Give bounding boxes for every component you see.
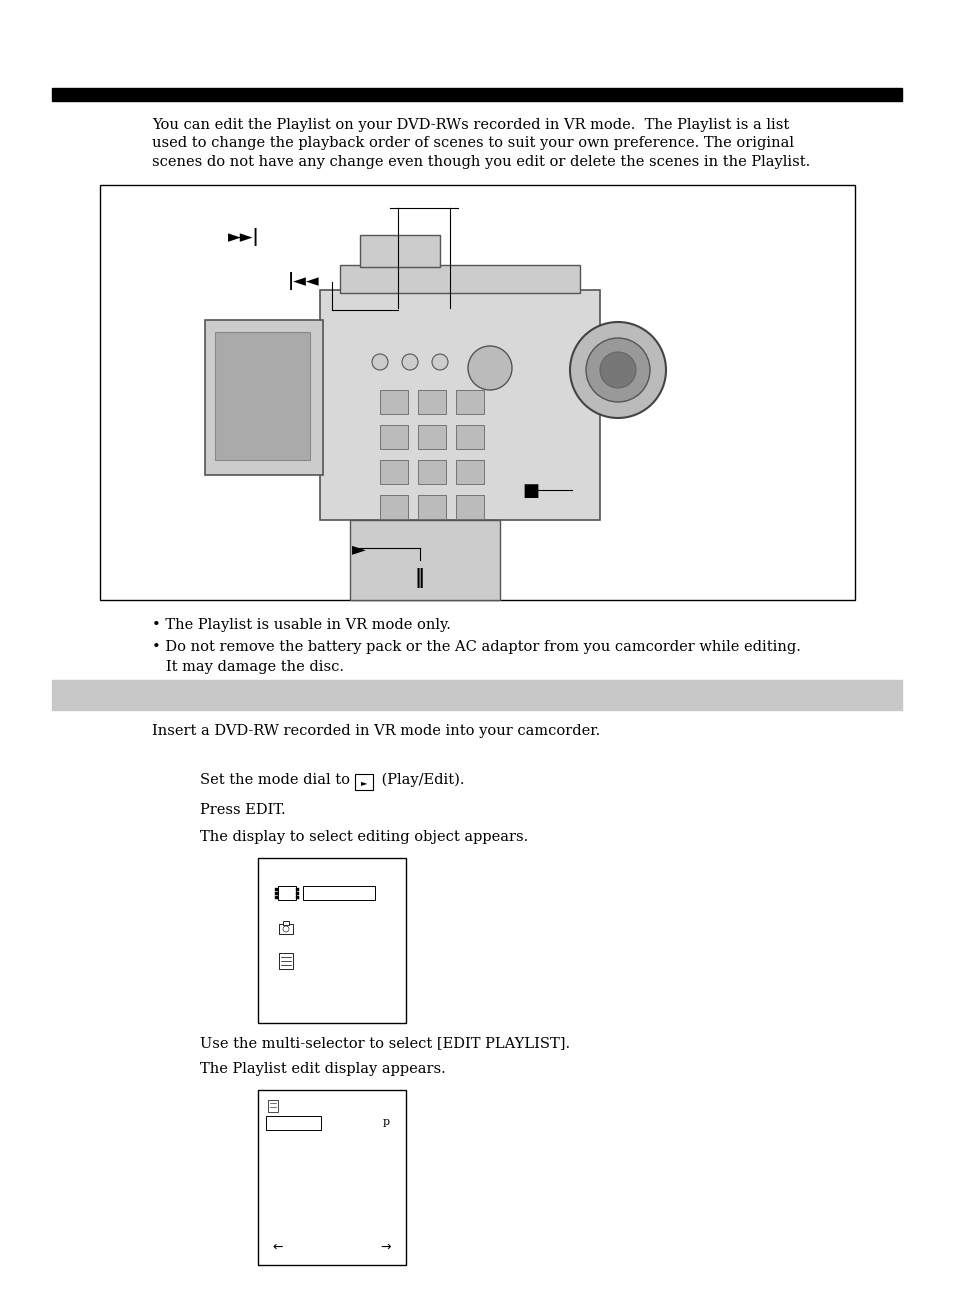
Circle shape: [599, 352, 636, 388]
Circle shape: [372, 355, 388, 370]
Text: The Playlist edit display appears.: The Playlist edit display appears.: [200, 1063, 445, 1076]
Text: ‖: ‖: [415, 568, 424, 588]
Circle shape: [569, 322, 665, 418]
Bar: [303, 886, 375, 900]
Bar: [379, 390, 408, 414]
Text: Set the mode dial to: Set the mode dial to: [200, 773, 350, 787]
Bar: [283, 921, 289, 925]
Bar: [257, 1090, 406, 1265]
Circle shape: [283, 926, 289, 931]
Bar: [359, 235, 439, 268]
Bar: [278, 953, 293, 969]
Bar: [355, 774, 373, 790]
Bar: [100, 184, 854, 600]
Circle shape: [585, 338, 649, 401]
Bar: [456, 495, 483, 520]
Bar: [268, 1100, 277, 1112]
Text: • Do not remove the battery pack or the AC adaptor from you camcorder while edit: • Do not remove the battery pack or the …: [152, 640, 800, 673]
Bar: [456, 425, 483, 449]
Bar: [214, 333, 310, 460]
Text: ■: ■: [521, 482, 538, 500]
Bar: [205, 320, 323, 475]
Bar: [295, 889, 298, 891]
Circle shape: [468, 346, 512, 390]
Bar: [379, 495, 408, 520]
Bar: [319, 290, 599, 520]
Bar: [417, 495, 446, 520]
Bar: [274, 896, 277, 899]
Bar: [52, 679, 901, 711]
Bar: [295, 892, 298, 895]
Text: You can edit the Playlist on your DVD-RWs recorded in VR mode.  The Playlist is : You can edit the Playlist on your DVD-RW…: [152, 118, 809, 169]
Bar: [52, 88, 901, 101]
Bar: [274, 892, 277, 895]
Text: (Play/Edit).: (Play/Edit).: [376, 773, 464, 787]
Bar: [278, 924, 293, 934]
Text: ►►|: ►►|: [228, 229, 259, 246]
Bar: [266, 1116, 320, 1130]
Bar: [295, 896, 298, 899]
Text: The display to select editing object appears.: The display to select editing object app…: [200, 830, 528, 844]
Text: →: →: [380, 1241, 391, 1254]
Text: Use the multi-selector to select [EDIT PLAYLIST].: Use the multi-selector to select [EDIT P…: [200, 1037, 570, 1050]
Bar: [417, 390, 446, 414]
Bar: [456, 390, 483, 414]
Text: p: p: [382, 1117, 389, 1128]
Bar: [274, 889, 277, 891]
Circle shape: [432, 355, 448, 370]
Text: ►: ►: [360, 778, 367, 787]
Bar: [417, 460, 446, 485]
Text: ►: ►: [352, 540, 366, 559]
Bar: [350, 520, 499, 600]
Bar: [257, 859, 406, 1024]
Text: Insert a DVD-RW recorded in VR mode into your camcorder.: Insert a DVD-RW recorded in VR mode into…: [152, 724, 599, 738]
Bar: [379, 460, 408, 485]
Text: • The Playlist is usable in VR mode only.: • The Playlist is usable in VR mode only…: [152, 618, 451, 633]
Bar: [456, 460, 483, 485]
Text: |◄◄: |◄◄: [288, 271, 319, 290]
Text: ←: ←: [273, 1241, 283, 1254]
Bar: [339, 265, 579, 294]
Circle shape: [401, 355, 417, 370]
Bar: [417, 425, 446, 449]
Bar: [277, 886, 295, 900]
Bar: [379, 425, 408, 449]
Text: Press EDIT.: Press EDIT.: [200, 803, 285, 817]
